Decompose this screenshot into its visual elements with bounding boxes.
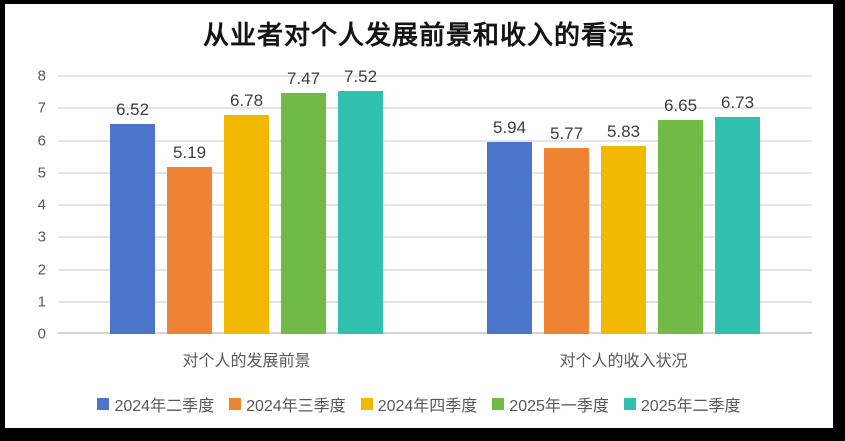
- bar-value-label: 6.78: [229, 91, 264, 111]
- bar-value-label: 6.73: [720, 92, 755, 112]
- legend-item: 2025年一季度: [492, 392, 609, 416]
- bar: [544, 147, 589, 334]
- bar-column: 5.77: [544, 125, 589, 334]
- legend-swatch: [97, 398, 110, 410]
- gridline: [58, 139, 812, 142]
- bar-value-label: 7.47: [286, 69, 321, 89]
- legend-item: 2025年二季度: [623, 392, 741, 416]
- gridline: [58, 332, 812, 334]
- legend-label: 2025年一季度: [509, 398, 609, 415]
- gridline: [58, 236, 812, 239]
- category-label: 对个人的发展前景: [182, 353, 311, 370]
- bar-value-label: 5.19: [172, 142, 207, 162]
- bar: [658, 119, 703, 334]
- y-tick-label: 4: [37, 196, 46, 214]
- bar-groups: 6.52 5.19 6.78 7.47 7.52 5.94 5.77 5.83 6.65 6.73: [58, 68, 812, 334]
- gridline: [58, 268, 812, 271]
- bar-column: 6.78: [224, 92, 269, 334]
- legend-swatch: [360, 398, 373, 410]
- bar-value-label: 6.52: [115, 99, 150, 119]
- legend-label: 2024年二季度: [114, 398, 215, 415]
- bar-group: 5.94 5.77 5.83 6.65 6.73: [435, 76, 812, 334]
- y-tick-label: 7: [37, 99, 46, 117]
- x-axis-category-labels: 对个人的发展前景 对个人的收入状况: [58, 347, 812, 371]
- gridline: [58, 204, 812, 206]
- legend-item: 2024年二季度: [97, 392, 214, 416]
- bar: [715, 116, 760, 334]
- y-tick-label: 0: [37, 325, 46, 343]
- bar-value-label: 6.65: [663, 95, 698, 115]
- bar-value-label: 7.52: [343, 67, 378, 87]
- bar-column: 5.83: [601, 123, 646, 334]
- bar: [281, 93, 326, 334]
- bar-column: 6.73: [715, 94, 760, 334]
- category-label: 对个人的收入状况: [559, 353, 688, 370]
- bar-group: 6.52 5.19 6.78 7.47 7.52: [58, 68, 435, 334]
- legend-swatch: [492, 398, 505, 410]
- y-tick-label: 5: [37, 164, 46, 182]
- legend-swatch: [623, 398, 636, 410]
- gridline: [58, 171, 812, 174]
- gridline: [58, 300, 812, 303]
- legend-item: 2024年四季度: [360, 392, 478, 416]
- bar-column: 5.19: [167, 144, 212, 334]
- legend-item: 2024年三季度: [229, 392, 346, 416]
- bar-column: 7.52: [338, 68, 383, 334]
- bar-column: 5.94: [487, 119, 532, 334]
- gridline: [58, 107, 812, 110]
- y-tick-label: 2: [37, 261, 46, 278]
- legend-swatch: [229, 398, 242, 410]
- y-tick-label: 6: [37, 132, 46, 149]
- bar: [167, 166, 212, 334]
- legend: 2024年二季度 2024年三季度 2024年四季度 2025年一季度 2025年二季度: [5, 392, 833, 416]
- y-tick-label: 1: [37, 293, 46, 311]
- plot: 6.52 5.19 6.78 7.47 7.52 5.94 5.77 5.83 6.65 6.73: [58, 68, 812, 334]
- bar: [338, 91, 383, 334]
- legend-label: 2025年二季度: [640, 398, 741, 415]
- bar: [487, 142, 532, 334]
- bar-value-label: 5.77: [549, 123, 584, 143]
- bar: [224, 115, 269, 334]
- y-tick-label: 3: [37, 228, 46, 246]
- bar: [601, 145, 646, 334]
- bar-value-label: 5.83: [606, 121, 641, 141]
- bar-column: 6.65: [658, 97, 703, 334]
- bar-column: 6.52: [110, 101, 155, 334]
- y-tick-label: 8: [37, 67, 46, 85]
- y-axis: 0 1 2 3 4 5 6 7 8: [5, 69, 58, 342]
- legend-label: 2024年三季度: [246, 398, 346, 415]
- legend-label: 2024年四季度: [377, 398, 478, 415]
- bar: [110, 123, 155, 334]
- bar-column: 7.47: [281, 70, 326, 334]
- gridline: [58, 75, 812, 77]
- chart-title: 从业者对个人发展前景和收入的看法: [202, 20, 635, 50]
- bar-value-label: 5.94: [492, 118, 527, 138]
